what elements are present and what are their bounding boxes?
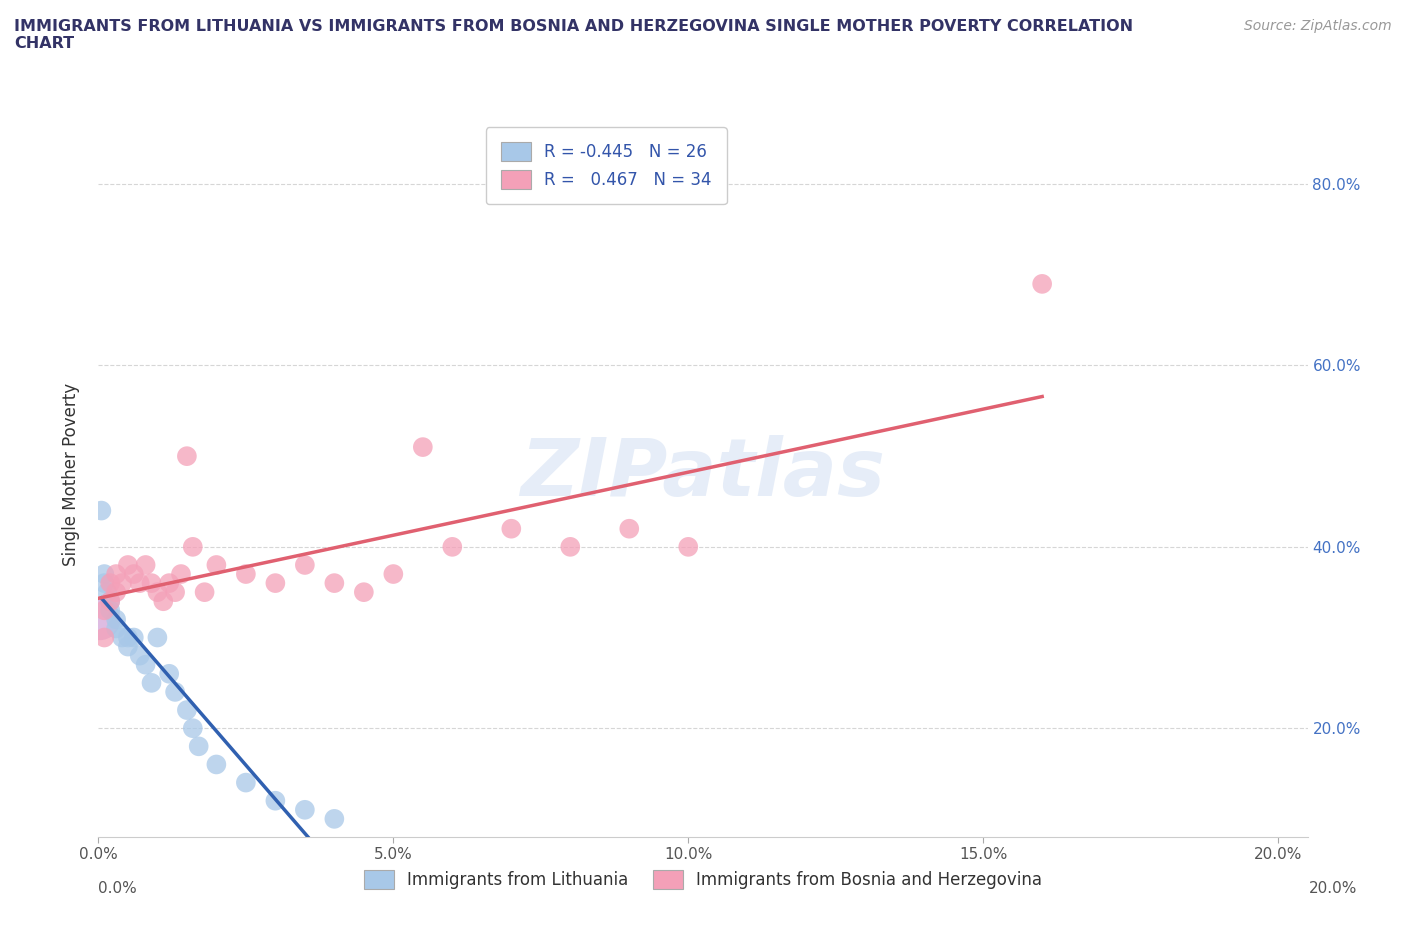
Text: ZIPatlas: ZIPatlas (520, 435, 886, 513)
Point (93, 631, 115, 645)
Point (678, 539, 700, 554)
Point (382, 566, 405, 581)
Point (152, 594, 174, 609)
Point (117, 558, 139, 573)
Point (157, 666, 180, 681)
Point (117, 631, 139, 645)
Point (141, 675, 163, 690)
Point (205, 757, 228, 772)
Point (165, 684, 187, 699)
Point (264, 793, 287, 808)
Y-axis label: Single Mother Poverty: Single Mother Poverty (62, 383, 80, 565)
Point (135, 658, 157, 672)
Point (128, 648, 150, 663)
Point (441, 539, 464, 554)
Point (146, 585, 169, 600)
Text: IMMIGRANTS FROM LITHUANIA VS IMMIGRANTS FROM BOSNIA AND HERZEGOVINA SINGLE MOTHE: IMMIGRANTS FROM LITHUANIA VS IMMIGRANTS … (14, 19, 1133, 51)
Point (98, 594, 121, 609)
Point (122, 631, 145, 645)
Text: 0.0%: 0.0% (98, 881, 138, 896)
Point (181, 539, 204, 554)
Point (135, 558, 157, 573)
Point (235, 776, 257, 790)
Point (146, 631, 169, 645)
Point (98, 603, 121, 618)
Point (187, 738, 209, 753)
Point (412, 440, 434, 455)
Point (105, 566, 128, 581)
Point (560, 539, 582, 554)
Point (157, 576, 180, 591)
Point (294, 803, 316, 817)
Point (122, 566, 145, 581)
Point (1031, 276, 1053, 291)
Point (90, 503, 112, 518)
Point (176, 703, 198, 718)
Point (93, 566, 115, 581)
Point (176, 449, 198, 464)
Point (93, 603, 115, 618)
Point (105, 585, 128, 600)
Point (111, 631, 134, 645)
Legend: R = -0.445   N = 26, R =   0.467   N = 34: R = -0.445 N = 26, R = 0.467 N = 34 (486, 127, 727, 204)
Point (264, 576, 287, 591)
Point (96, 585, 118, 600)
Point (323, 576, 346, 591)
Point (205, 558, 228, 573)
Point (98, 594, 121, 609)
Point (235, 566, 257, 581)
Point (181, 721, 204, 736)
Point (117, 639, 139, 654)
Point (619, 521, 641, 536)
Point (141, 576, 163, 591)
Point (105, 621, 128, 636)
Point (353, 585, 375, 600)
Text: Source: ZipAtlas.com: Source: ZipAtlas.com (1244, 19, 1392, 33)
Point (165, 585, 187, 600)
Point (128, 576, 150, 591)
Point (105, 612, 128, 627)
Point (93, 576, 115, 591)
Legend: Immigrants from Lithuania, Immigrants from Bosnia and Herzegovina: Immigrants from Lithuania, Immigrants fr… (357, 863, 1049, 896)
Point (89, 612, 111, 627)
Point (294, 558, 316, 573)
Point (170, 566, 193, 581)
Point (501, 521, 523, 536)
Point (194, 585, 217, 600)
Text: 20.0%: 20.0% (1309, 881, 1357, 896)
Point (111, 576, 134, 591)
Point (98, 576, 121, 591)
Point (323, 811, 346, 827)
